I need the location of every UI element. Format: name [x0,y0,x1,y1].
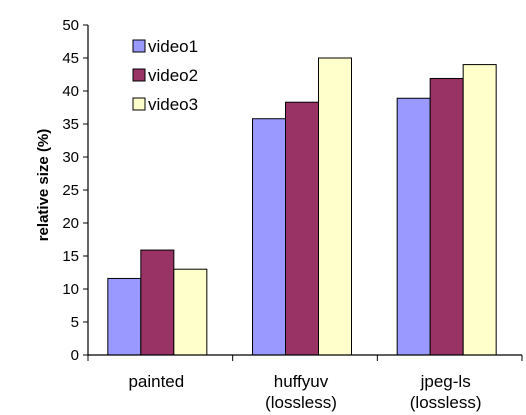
y-tick-label: 45 [62,50,79,67]
bar-video2-2 [429,77,464,356]
x-tick-label: (lossless) [410,393,482,412]
y-tick-label: 15 [62,248,79,265]
legend-label-video3: video3 [148,95,198,114]
bar-video1-0 [107,277,142,356]
legend-label-video1: video1 [148,37,198,56]
y-tick-label: 50 [62,17,79,34]
bar-video3-0 [173,268,208,356]
legend-swatch-video3 [132,97,146,111]
bar-video2-0 [140,249,175,356]
y-tick-label: 0 [71,347,79,364]
bar-video3-1 [318,57,352,356]
legend-swatch-video1 [132,39,146,53]
y-tick-label: 30 [62,149,79,166]
x-axis-labels: painted huffyuv (lossless) jpeg-ls (lossless… [128,372,481,412]
bar-video1-1 [252,118,286,356]
legend: video1 video2 video3 [132,37,198,114]
y-tick-label: 40 [62,83,79,100]
y-axis-ticks: 0 5 10 15 20 25 30 35 40 45 50 [62,17,88,364]
bar-video1-2 [396,97,431,356]
x-tick-label: jpeg-ls [420,372,471,391]
y-tick-label: 10 [62,281,79,298]
legend-swatch-video2 [132,68,146,82]
legend-label-video2: video2 [148,66,198,85]
x-tick-label: huffyuv [274,372,329,391]
bars [107,57,497,356]
y-tick-label: 35 [62,116,79,133]
x-tick-label: painted [128,372,184,391]
y-tick-label: 20 [62,215,79,232]
y-tick-label: 5 [71,314,79,331]
x-tick-label: (lossless) [265,393,337,412]
axes [87,25,523,361]
y-axis-label: relative size (%) [35,129,52,242]
bar-video2-1 [285,101,319,356]
bar-video3-2 [462,64,497,356]
y-tick-label: 25 [62,182,79,199]
y-axis-label-group: relative size (%) [35,129,52,242]
